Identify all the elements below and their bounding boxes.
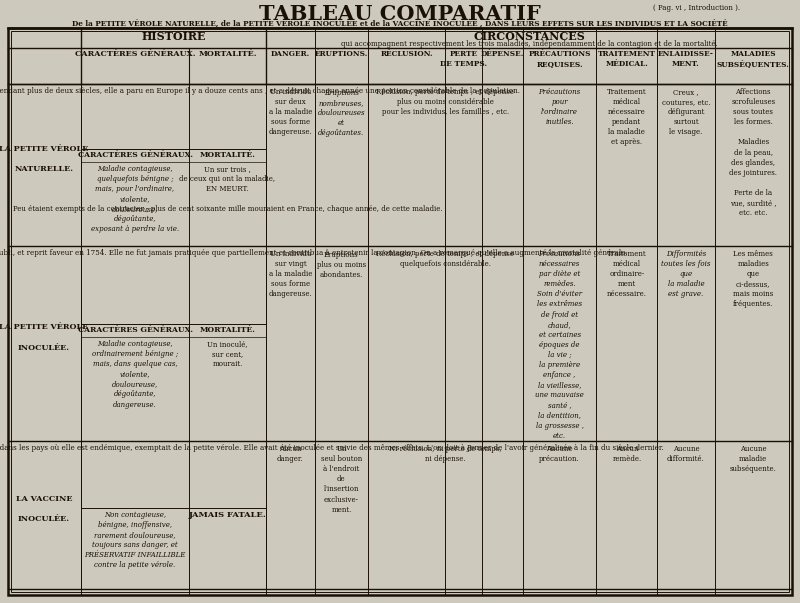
Text: CIRCONSTANCES: CIRCONSTANCES <box>473 31 585 42</box>
Text: CARACTÈRES GÉNÉRAUX.: CARACTÈRES GÉNÉRAUX. <box>78 151 193 159</box>
Text: HISTOIRE: HISTOIRE <box>142 31 206 42</box>
Text: Affections
scrofuleuses
sous toutes
les formes.

Maladies
de la peau,
des glande: Affections scrofuleuses sous toutes les … <box>730 88 778 217</box>
Text: Maladie contagieuse,
ordinairement bénigne ;
mais, dans quelque cas,
violente,
d: Maladie contagieuse, ordinairement bénig… <box>92 340 178 409</box>
Text: CARACTÈRES GÉNÉRAUX.: CARACTÈRES GÉNÉRAUX. <box>74 50 195 58</box>
Text: Difformités
toutes les fois
que
la maladie
est grave.: Difformités toutes les fois que la malad… <box>662 250 710 298</box>
Text: Réclusion, perte de temps , et dépense
quelquefois considérable.: Réclusion, perte de temps , et dépense q… <box>377 250 514 268</box>
Text: Maladie contagieuse,
quelquefois bénigne ;
mais, pour l'ordinaire,
violente,
dou: Maladie contagieuse, quelquefois bénigne… <box>91 165 179 233</box>
Text: Aucune
précaution.: Aucune précaution. <box>539 445 580 463</box>
Text: PERTE
DE TEMPS.: PERTE DE TEMPS. <box>440 50 487 68</box>
Text: Éruptions
plus ou moins
abondantes.: Éruptions plus ou moins abondantes. <box>317 250 366 279</box>
Text: LA PETITE VÉROLE

INOCULÉE.: LA PETITE VÉROLE INOCULÉE. <box>0 323 89 352</box>
Text: Creux ,
coutures, etc.
défigurant
surtout
le visage.: Creux , coutures, etc. défigurant surtou… <box>662 88 710 136</box>
Text: qui accompagnent respectivement les trois maladies, indépendamment de la contagi: qui accompagnent respectivement les troi… <box>341 40 718 48</box>
Text: Un individu
sur deux
a la maladie
sous forme
dangereuse.: Un individu sur deux a la maladie sous f… <box>269 88 312 136</box>
Text: Aucune
difformité.: Aucune difformité. <box>667 445 705 463</box>
Text: TRAITEMENT
MÉDICAL.: TRAITEMENT MÉDICAL. <box>598 50 656 68</box>
Text: MORTALITÉ.: MORTALITÉ. <box>198 50 257 58</box>
Text: JAMAIS FATALE.: JAMAIS FATALE. <box>189 511 266 519</box>
Text: PRÉCAUTIONS
REQUISES.: PRÉCAUTIONS REQUISES. <box>528 50 591 68</box>
Text: LA VACCINE

INOCULÉE.: LA VACCINE INOCULÉE. <box>16 495 72 523</box>
Text: RÉCLUSION.: RÉCLUSION. <box>380 50 433 58</box>
Text: DANGER.: DANGER. <box>271 50 310 58</box>
Text: L'inoculation apportée en Europe en 1721, fut peu pratiquée, tomba dans l'oubli,: L'inoculation apportée en Europe en 1721… <box>0 249 627 257</box>
Text: Ni réclusion, ni perte de temps,
ni dépense.: Ni réclusion, ni perte de temps, ni dépe… <box>389 445 502 463</box>
Text: TABLEAU COMPARATIF: TABLEAU COMPARATIF <box>259 4 541 24</box>
Text: ENLAIDISSE-
MENT.: ENLAIDISSE- MENT. <box>658 50 714 68</box>
Text: MALADIES
SUBSÉQUENTES.: MALADIES SUBSÉQUENTES. <box>717 50 790 68</box>
Text: Un sur trois ,
de ceux qui ont la maladie,
EN MEURT.

Peu étaient exempts de la : Un sur trois , de ceux qui ont la maladi… <box>13 165 442 213</box>
Text: MORTALITÉ.: MORTALITÉ. <box>199 151 255 159</box>
Text: Les mêmes
maladies
que
ci-dessus,
mais moins
fréquentes.: Les mêmes maladies que ci-dessus, mais m… <box>733 250 774 309</box>
Text: De temps immémorial, on a remarqué que la vaccine contractée en trayant les vach: De temps immémorial, on a remarqué que l… <box>0 444 664 452</box>
Text: LA PETITE VÉROLE

NATURELLE.: LA PETITE VÉROLE NATURELLE. <box>0 145 89 173</box>
Text: Un inoculé,
sur cent,
mourait.: Un inoculé, sur cent, mourait. <box>207 340 248 368</box>
Text: Réclusion, perte de temps , et dépense
plus ou moins considérable
pour les indiv: Réclusion, perte de temps , et dépense p… <box>377 88 514 116</box>
Text: ( Pag. vi , Introduction ).: ( Pag. vi , Introduction ). <box>653 4 740 12</box>
Text: Un individu
sur vingt
a la maladie
sous forme
dangereuse.: Un individu sur vingt a la maladie sous … <box>269 250 312 298</box>
Text: Précautions
pour
l'ordinaire
inutiles.: Précautions pour l'ordinaire inutiles. <box>538 88 581 126</box>
Text: Aucun
remède.: Aucun remède. <box>612 445 642 463</box>
Text: CARACTÈRES GÉNÉRAUX.: CARACTÈRES GÉNÉRAUX. <box>78 326 193 334</box>
Text: Non contagieuse,
bénigne, inoffensive,
rarement douloureuse,
toujours sans dange: Non contagieuse, bénigne, inoffensive, r… <box>84 511 186 569</box>
Text: Aucun
danger.: Aucun danger. <box>277 445 304 463</box>
Text: De la PETITE VÉROLE NATURELLE, de la PETITE VÉROLE INOCULÉE et de la VACCINE INO: De la PETITE VÉROLE NATURELLE, de la PET… <box>72 19 728 27</box>
Text: Traitement
médical
ordinaire-
ment
nécessaire.: Traitement médical ordinaire- ment néces… <box>607 250 647 298</box>
Text: MORTALITÉ.: MORTALITÉ. <box>199 326 255 334</box>
Text: Traitement
médical
nécessaire
pendant
la maladie
et après.: Traitement médical nécessaire pendant la… <box>607 88 646 147</box>
Text: ÉRUPTIONS.: ÉRUPTIONS. <box>314 50 368 58</box>
Text: Éruptions
nombreuses,
douloureuses
et
dégoûtantes.: Éruptions nombreuses, douloureuses et dé… <box>318 88 366 137</box>
Text: Un
seul bouton
à l'endroit
de
l'insertion
exclusive-
ment.: Un seul bouton à l'endroit de l'insertio… <box>321 445 362 514</box>
Text: Après avoir ravagé plusieurs parties du globe pendant plus de deux siècles, elle: Après avoir ravagé plusieurs parties du … <box>0 87 520 95</box>
Text: Aucune
maladie
subséquente.: Aucune maladie subséquente. <box>730 445 777 473</box>
Text: DÉPENSE.: DÉPENSE. <box>481 50 524 58</box>
Text: Précautions
nécessaires
par diète et
remèdes.
Soin d'éviter
les extrêmes
de froi: Précautions nécessaires par diète et rem… <box>535 250 584 440</box>
